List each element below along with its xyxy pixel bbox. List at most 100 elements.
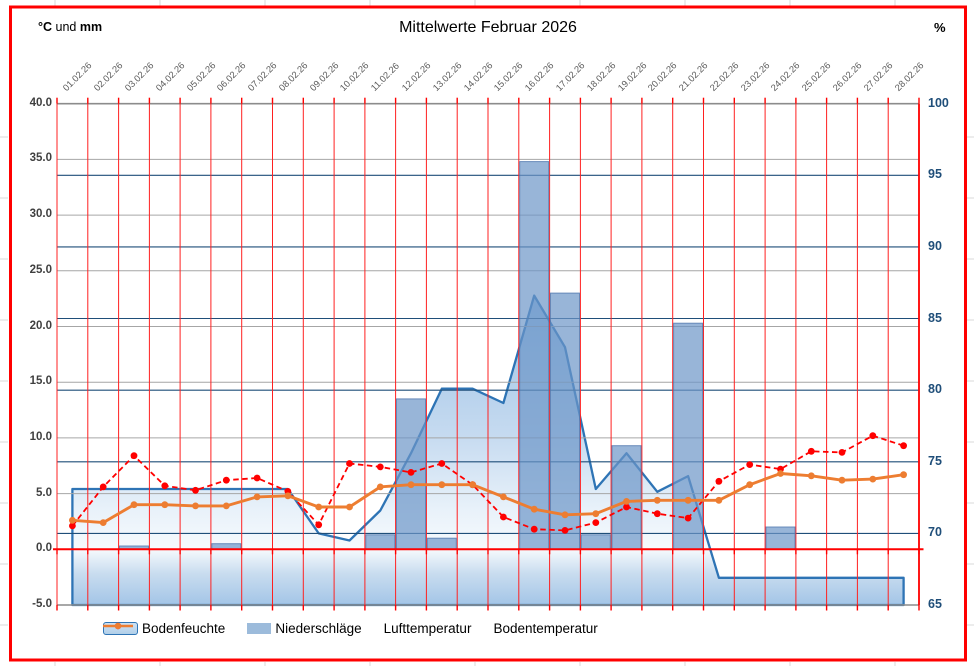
right-axis-tick-label: 75 [928, 454, 942, 468]
bodentemperatur-point [469, 481, 476, 489]
chart-legend: Bodenfeuchte Niederschläge Lufttemperatu… [103, 621, 598, 636]
left-axis-tick-label: 5.0 [36, 487, 52, 499]
bar-swatch-icon [247, 623, 272, 634]
unit-celsius: °C [38, 20, 53, 34]
unit-mm: mm [79, 20, 103, 34]
bodentemperatur-point [592, 510, 600, 518]
legend-label: Bodenfeuchte [142, 621, 226, 636]
bodentemperatur-point [623, 498, 630, 505]
niederschlag-bar [426, 537, 457, 550]
bodentemperatur-point [222, 502, 230, 510]
bodentemperatur-point [530, 505, 538, 513]
lufttemperatur-point [315, 521, 323, 529]
left-axis-tick-label: 25.0 [29, 264, 52, 276]
bodentemperatur-point [376, 483, 384, 491]
bodentemperatur-point [99, 519, 107, 526]
bodentemperatur-point [407, 481, 415, 489]
legend-item-bodentemperatur[interactable]: Bodentemperatur [103, 621, 598, 636]
right-axis-tick-label: 85 [928, 311, 942, 325]
lufttemperatur-point [715, 477, 723, 485]
unit-und: und [55, 20, 77, 34]
lufttemperatur-point [130, 452, 138, 460]
lufttemperatur-point [746, 461, 754, 468]
bodentemperatur-point [653, 496, 661, 504]
lufttemperatur-point [869, 432, 877, 440]
lufttemperatur-point [161, 482, 169, 490]
lufttemperatur-point [623, 503, 630, 511]
bodentemperatur-point [315, 503, 323, 511]
bodentemperatur-point [838, 476, 846, 484]
lufttemperatur-point [192, 486, 199, 494]
bodentemperatur-point [807, 472, 815, 480]
niederschlag-bar [580, 534, 611, 550]
right-axis-tick-label: 100 [928, 96, 949, 110]
bodentemperatur-point [561, 511, 569, 519]
legend-label: Bodentemperatur [493, 621, 598, 636]
lufttemperatur-point [99, 483, 107, 491]
right-axis-tick-label: 70 [928, 525, 942, 539]
bodentemperatur-point [192, 502, 199, 510]
left-axis-tick-label: 30.0 [29, 208, 52, 220]
right-axis-tick-label: 90 [928, 239, 942, 253]
left-axis-tick-label: -5.0 [32, 598, 52, 610]
lufttemperatur-point [838, 449, 846, 456]
niederschlag-bar [673, 322, 704, 550]
lufttemperatur-point [438, 460, 446, 467]
bodentemperatur-point [438, 481, 446, 489]
niederschlag-bar [611, 445, 642, 550]
right-axis-unit-label: % [934, 20, 946, 35]
left-axis-tick-label: 0.0 [36, 542, 52, 554]
lufttemperatur-point [653, 510, 661, 518]
niederschlag-bar [519, 161, 550, 550]
lufttemperatur-point [346, 460, 353, 467]
bodentemperatur-point [900, 471, 907, 479]
niederschlag-bar [765, 526, 796, 550]
lufttemperatur-point [376, 463, 384, 471]
bodentemperatur-point [777, 470, 784, 477]
bodentemperatur-point [161, 501, 169, 509]
lufttemperatur-point [69, 522, 76, 530]
left-axis-unit-label: °C und mm [38, 20, 102, 34]
legend-item-niederschlaege[interactable]: Niederschläge [247, 621, 362, 636]
lufttemperatur-point [592, 519, 600, 526]
legend-label: Lufttemperatur [383, 621, 472, 636]
bodentemperatur-point [869, 475, 877, 483]
lufttemperatur-point [253, 474, 261, 482]
bodentemperatur-point [253, 493, 261, 501]
lufttemperatur-line [71, 434, 904, 532]
lufttemperatur-point [407, 469, 415, 476]
legend-item-lufttemperatur[interactable]: Lufttemperatur [103, 621, 472, 636]
bodentemperatur-point [500, 493, 507, 501]
chart-title: Mittelwerte Februar 2026 [399, 19, 577, 36]
bodentemperatur-point [69, 516, 76, 524]
lufttemperatur-point [530, 525, 538, 533]
legend-label: Niederschläge [275, 621, 362, 636]
left-axis-tick-label: 40.0 [29, 97, 52, 109]
chart-frame [9, 5, 967, 662]
right-axis-tick-label: 80 [928, 382, 942, 396]
lufttemperatur-point [807, 447, 815, 455]
lufttemperatur-point [222, 476, 230, 484]
bodentemperatur-point [684, 496, 692, 504]
left-axis-tick-label: 10.0 [29, 431, 52, 443]
left-axis-tick-label: 35.0 [29, 152, 52, 164]
bodentemperatur-point [746, 481, 754, 489]
lufttemperatur-point [900, 442, 907, 450]
bodentemperatur-point [346, 503, 353, 511]
bodentemperatur-point [715, 496, 723, 504]
niederschlag-bar [365, 534, 396, 550]
right-axis-tick-label: 65 [928, 597, 942, 611]
bodentemperatur-point [284, 492, 292, 500]
right-axis-tick-label: 95 [928, 167, 942, 181]
lufttemperatur-point [561, 527, 569, 534]
left-axis-tick-label: 15.0 [29, 375, 52, 387]
lufttemperatur-point [684, 514, 692, 522]
orange-line-swatch-icon [103, 622, 133, 630]
bodentemperatur-line [72, 472, 904, 525]
left-axis-tick-label: 20.0 [29, 320, 52, 332]
niederschlag-bar [550, 292, 580, 550]
lufttemperatur-point [500, 513, 507, 521]
bodentemperatur-point [130, 501, 138, 509]
